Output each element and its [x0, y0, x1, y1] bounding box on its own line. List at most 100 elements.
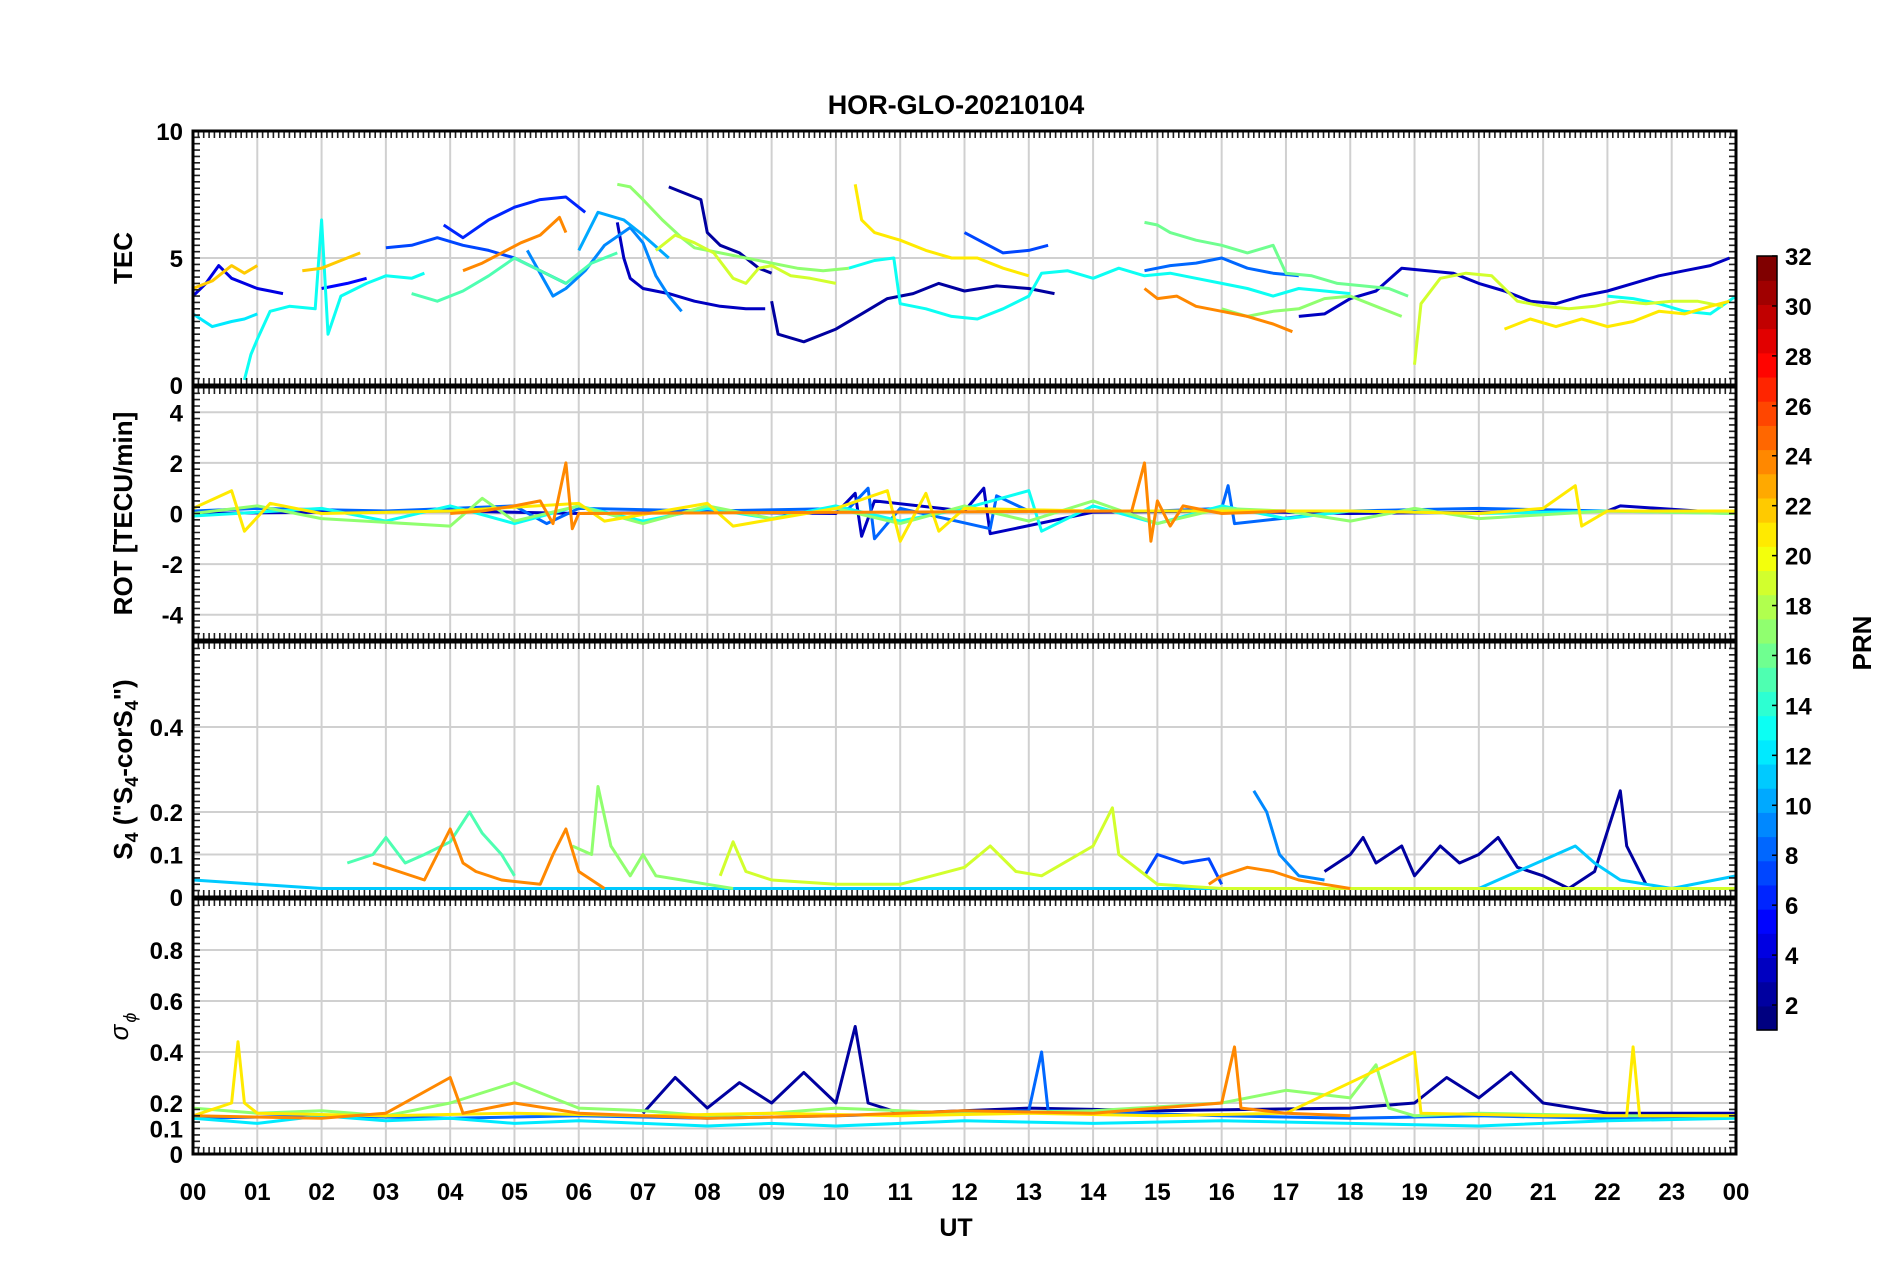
x-tick-label: 11 — [888, 1179, 913, 1206]
y-tick-label: 0.2 — [150, 800, 183, 827]
colorbar-segment — [1757, 546, 1777, 572]
x-tick-label: 01 — [244, 1179, 271, 1206]
x-tick-label: 10 — [823, 1179, 850, 1206]
x-tick-label: 21 — [1530, 1179, 1557, 1206]
y-tick-label: -4 — [162, 603, 184, 630]
y-axis-label-sigma: σϕ — [104, 1013, 140, 1041]
series-prn-3 — [1298, 256, 1731, 318]
colorbar-tick-label: 22 — [1785, 494, 1812, 521]
series-prn-16 — [1144, 220, 1409, 298]
x-tick-label: 05 — [501, 1179, 528, 1206]
colorbar-segment — [1757, 280, 1777, 305]
colorbar-tick-label: 24 — [1785, 444, 1812, 471]
y-axis-label-rot: ROT [TECU/min] — [108, 412, 138, 616]
y-tick-label: 0.4 — [150, 715, 184, 742]
colorbar-tick-label: 12 — [1785, 743, 1812, 770]
panel-tec: 0 5 10 TEC — [108, 119, 1738, 400]
series-prn-9 — [525, 226, 683, 313]
colorbar-tick-label: 30 — [1785, 294, 1812, 321]
colorbar-tick-label: 32 — [1785, 244, 1812, 271]
colorbar-tick-label: 6 — [1785, 893, 1798, 920]
colorbar-segment — [1757, 643, 1777, 668]
series-prn-2 — [668, 185, 773, 275]
x-tick-label: 13 — [1015, 1179, 1042, 1206]
y-tick-label: 0 — [170, 373, 183, 400]
colorbar-segment — [1757, 957, 1777, 983]
x-tick-label: 19 — [1401, 1179, 1428, 1206]
colorbar-segment — [1757, 739, 1777, 765]
colorbar-tick-label: 14 — [1785, 693, 1812, 720]
series-prn-22 — [302, 251, 361, 273]
y-tick-label: 0.1 — [150, 1117, 183, 1144]
colorbar-segment — [1757, 667, 1777, 692]
x-tick-label: 06 — [565, 1179, 592, 1206]
x-tick-label: 04 — [437, 1179, 464, 1206]
series-group-sigma — [193, 1025, 1736, 1128]
series-prn-5 — [321, 276, 367, 290]
series-group-rot — [193, 461, 1736, 543]
x-tick-label: 07 — [630, 1179, 657, 1206]
x-tick-label: 03 — [373, 1179, 400, 1206]
series-prn-22 — [193, 264, 259, 290]
series-prn-9 — [1252, 790, 1325, 882]
colorbar-segment — [1757, 909, 1777, 934]
series-prn-24 — [193, 1045, 1351, 1120]
colorbar-segment — [1757, 715, 1777, 741]
series-prn-21 — [853, 184, 1030, 278]
series-prn-13 — [848, 256, 1351, 321]
y-axis-label-tec: TEC — [108, 232, 138, 284]
colorbar-tick-label: 18 — [1785, 594, 1812, 621]
series-prn-13 — [242, 218, 425, 381]
x-tick-label: 17 — [1273, 1179, 1300, 1206]
x-tick-label: 02 — [308, 1179, 335, 1206]
series-prn-17 — [1221, 294, 1403, 318]
x-tick-label: 20 — [1465, 1179, 1492, 1206]
colorbar-segment — [1757, 981, 1777, 1007]
series-prn-24 — [450, 461, 1287, 543]
x-axis-label: UT — [939, 1214, 972, 1242]
colorbar-segment — [1757, 594, 1777, 620]
y-tick-label: 0.8 — [150, 938, 183, 965]
x-tick-label: 00 — [1723, 1179, 1750, 1206]
series-prn-2 — [1323, 789, 1648, 890]
panel-sigma: 00.10.20.40.60.8σϕσ ϕ — [104, 897, 1738, 1169]
colorbar-segment — [1757, 763, 1777, 789]
colorbar-segment — [1757, 376, 1777, 402]
colorbar-segment — [1757, 618, 1777, 644]
series-prn-15 — [346, 810, 516, 877]
series-prn-24 — [1143, 287, 1293, 334]
series-prn-21 — [1503, 299, 1730, 331]
colorbar-segment — [1757, 328, 1777, 354]
series-group-s4 — [193, 785, 1736, 890]
series-prn-12 — [193, 1114, 1736, 1128]
series-prn-19 — [654, 233, 837, 285]
series-prn-8 — [1144, 256, 1299, 278]
colorbar-segment — [1757, 522, 1777, 547]
plot-frame — [191, 129, 1738, 387]
colorbar-tick-label: 26 — [1785, 394, 1812, 421]
series-prn-6 — [442, 195, 587, 240]
x-tick-label: 16 — [1208, 1179, 1235, 1206]
series-prn-24 — [1207, 865, 1351, 890]
plot-frame — [191, 385, 1738, 642]
y-tick-label: 10 — [156, 119, 183, 146]
colorbar-segment — [1757, 836, 1777, 862]
y-tick-label: 0.6 — [150, 989, 183, 1016]
series-prn-17 — [193, 496, 1736, 528]
plot-frame — [191, 640, 1738, 899]
colorbar-label: PRN — [1847, 616, 1877, 671]
x-tick-label: 18 — [1337, 1179, 1364, 1206]
y-tick-label: 5 — [170, 246, 183, 273]
y-tick-label: 0.2 — [150, 1091, 183, 1118]
series-prn-19 — [1413, 271, 1724, 365]
colorbar-segment — [1757, 401, 1777, 426]
colorbar-segment — [1757, 570, 1777, 596]
colorbar-segment — [1757, 812, 1777, 838]
chart-title: HOR-GLO-20210104 — [828, 90, 1085, 120]
series-prn-11 — [193, 844, 1736, 890]
panel-rot: -4 -2 0 2 4 ROT [TECU/min] — [108, 385, 1738, 642]
x-axis: 00 01 02 03 04 05 06 07 08 09 10 11 12 13 14 15 16 17 18 19… — [180, 1179, 1750, 1206]
colorbar-segment — [1757, 473, 1777, 499]
